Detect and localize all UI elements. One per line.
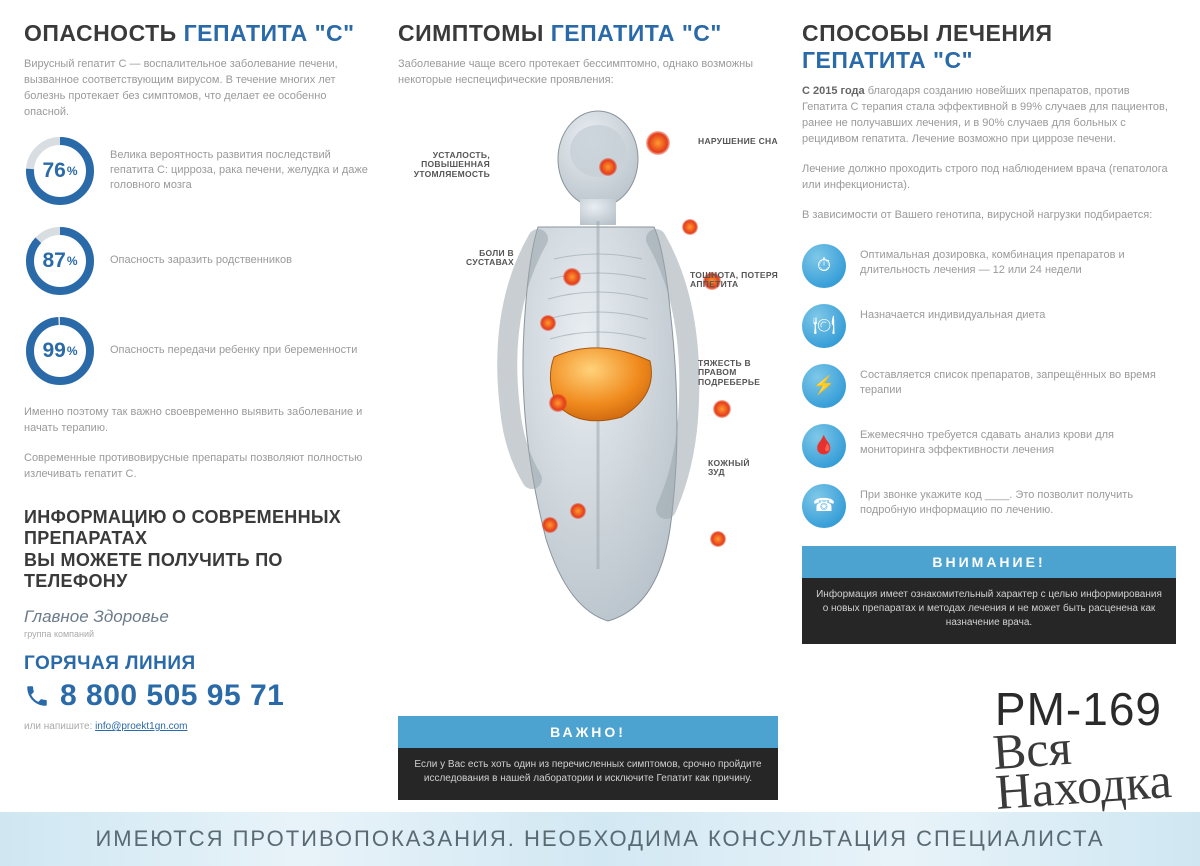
heading-blue: ГЕПАТИТА "С" (551, 20, 722, 46)
treatment-text: Составляется список препаратов, запрещён… (860, 364, 1176, 399)
treatment-text: Оптимальная дозировка, комбинация препар… (860, 244, 1176, 279)
donut-value: 87% (24, 225, 96, 297)
stat-row: 87% Опасность заразить родственников (24, 225, 374, 297)
treatment-item: ⚡ Составляется список препаратов, запрещё… (802, 364, 1176, 408)
heading-treatment: СПОСОБЫ ЛЕЧЕНИЯ ГЕПАТИТА "С" (802, 20, 1176, 74)
symptom-label: НАРУШЕНИЕ СНА (698, 137, 788, 146)
anatomy-svg (458, 109, 718, 629)
intro-danger: Вирусный гепатит С — воспалительное забо… (24, 57, 374, 121)
heading-symptoms: СИМПТОМЫ ГЕПАТИТА "С" (398, 20, 778, 47)
treat-p3: В зависимости от Вашего генотипа, вирусн… (802, 208, 1176, 224)
cta-block: ИНФОРМАЦИЮ О СОВРЕМЕННЫХ ПРЕПАРАТАХ ВЫ М… (24, 507, 374, 593)
note-1: Именно поэтому так важно своевременно вы… (24, 405, 374, 437)
symptom-marker (646, 131, 670, 155)
treatment-item: 🩸 Ежемесячно требуется сдавать анализ кро… (802, 424, 1176, 468)
treatment-item: ☎ При звонке укажите код ____. Это позвол… (802, 484, 1176, 528)
symptom-marker (599, 158, 617, 176)
attention-box-head: ВНИМАНИЕ! (802, 546, 1176, 578)
treatment-text: При звонке укажите код ____. Это позволи… (860, 484, 1176, 519)
heading-danger: ОПАСНОСТЬ ГЕПАТИТА "С" (24, 20, 374, 47)
donut-chart: 99% (24, 315, 96, 387)
treatment-item: ⏱ Оптимальная дозировка, комбинация препа… (802, 244, 1176, 288)
symptom-label: УСТАЛОСТЬ,ПОВЫШЕННАЯУТОМЛЯЕМОСТЬ (400, 151, 490, 179)
anatomy-figure: НАРУШЕНИЕ СНАУСТАЛОСТЬ,ПОВЫШЕННАЯУТОМЛЯЕ… (398, 109, 778, 716)
symptom-label: БОЛИ ВСУСТАВАХ (424, 249, 514, 268)
stat-text: Велика вероятность развития последствий … (110, 148, 374, 194)
intro-symptoms: Заболевание чаще всего протекает бессимп… (398, 57, 778, 89)
treatment-icon: ⏱ (802, 244, 846, 288)
symptom-label: КОЖНЫЙЗУД (708, 459, 798, 478)
hotline-number[interactable]: 8 800 505 95 71 (60, 679, 284, 713)
symptom-marker (570, 503, 586, 519)
heading-blue: ГЕПАТИТА "С" (184, 20, 355, 46)
treatment-list: ⏱ Оптимальная дозировка, комбинация препа… (802, 244, 1176, 528)
column-symptoms: СИМПТОМЫ ГЕПАТИТА "С" Заболевание чаще в… (398, 20, 778, 800)
attention-box: ВНИМАНИЕ! Информация имеет ознакомительн… (802, 546, 1176, 644)
symptom-marker (682, 219, 698, 235)
hotline: 8 800 505 95 71 (24, 679, 374, 713)
hotline-label: ГОРЯЧАЯ ЛИНИЯ (24, 653, 374, 675)
hotline-note: или напишите: info@proekt1gn.com (24, 721, 374, 732)
hotline-note-pre: или напишите: (24, 721, 95, 732)
disclaimer-bar: ИМЕЮТСЯ ПРОТИВОПОКАЗАНИЯ. НЕОБХОДИМА КОН… (0, 812, 1200, 866)
stat-row: 99% Опасность передачи ребенку при береме… (24, 315, 374, 387)
donut-value: 76% (24, 135, 96, 207)
treatment-icon: ☎ (802, 484, 846, 528)
treatment-icon: ⚡ (802, 364, 846, 408)
treat-p1-lead: С 2015 года (802, 85, 865, 97)
symptom-marker (710, 531, 726, 547)
heading-dark: СПОСОБЫ ЛЕЧЕНИЯ (802, 20, 1053, 46)
treatment-item: 🍽 Назначается индивидуальная диета (802, 304, 1176, 348)
symptom-marker (540, 315, 556, 331)
symptom-label: ТОШНОТА, ПОТЕРЯАППЕТИТА (690, 271, 780, 290)
stat-row: 76% Велика вероятность развития последств… (24, 135, 374, 207)
donut-value: 99% (24, 315, 96, 387)
watermark-code: PM-169 (995, 682, 1162, 736)
stat-text: Опасность передачи ребенку при беременно… (110, 343, 357, 358)
donut-chart: 87% (24, 225, 96, 297)
heading-blue: ГЕПАТИТА "С" (802, 47, 973, 73)
symptom-label: ТЯЖЕСТЬ ВПРАВОМПОДРЕБЕРЬЕ (698, 359, 788, 387)
important-box-body: Если у Вас есть хоть один из перечисленн… (398, 748, 778, 800)
page: ОПАСНОСТЬ ГЕПАТИТА "С" Вирусный гепатит … (0, 0, 1200, 800)
cta-line-2: ВЫ МОЖЕТЕ ПОЛУЧИТЬ ПО ТЕЛЕФОНУ (24, 550, 374, 593)
attention-box-body: Информация имеет ознакомительный характе… (802, 578, 1176, 644)
important-box-head: ВАЖНО! (398, 716, 778, 748)
brand-name: Главное Здоровье (24, 607, 374, 627)
heading-dark: СИМПТОМЫ (398, 20, 551, 46)
important-box: ВАЖНО! Если у Вас есть хоть один из пере… (398, 716, 778, 800)
stat-text: Опасность заразить родственников (110, 253, 292, 268)
treat-p1: С 2015 года благодаря созданию новейших … (802, 84, 1176, 148)
heading-dark: ОПАСНОСТЬ (24, 20, 184, 46)
treatment-text: Назначается индивидуальная диета (860, 304, 1045, 323)
hotline-email[interactable]: info@proekt1gn.com (95, 721, 187, 732)
symptom-marker (542, 517, 558, 533)
donut-chart: 76% (24, 135, 96, 207)
treatment-icon: 🩸 (802, 424, 846, 468)
stat-list: 76% Велика вероятность развития последств… (24, 135, 374, 405)
treatment-icon: 🍽 (802, 304, 846, 348)
brand-sub: группа компаний (24, 629, 374, 639)
note-2: Современные противовирусные препараты по… (24, 451, 374, 483)
phone-icon (24, 683, 50, 709)
symptom-marker (713, 400, 731, 418)
cta-line-1: ИНФОРМАЦИЮ О СОВРЕМЕННЫХ ПРЕПАРАТАХ (24, 507, 374, 550)
treatment-text: Ежемесячно требуется сдавать анализ кров… (860, 424, 1176, 459)
column-danger: ОПАСНОСТЬ ГЕПАТИТА "С" Вирусный гепатит … (24, 20, 374, 800)
symptom-marker (563, 268, 581, 286)
treat-p2: Лечение должно проходить строго под набл… (802, 162, 1176, 194)
symptom-marker (549, 394, 567, 412)
